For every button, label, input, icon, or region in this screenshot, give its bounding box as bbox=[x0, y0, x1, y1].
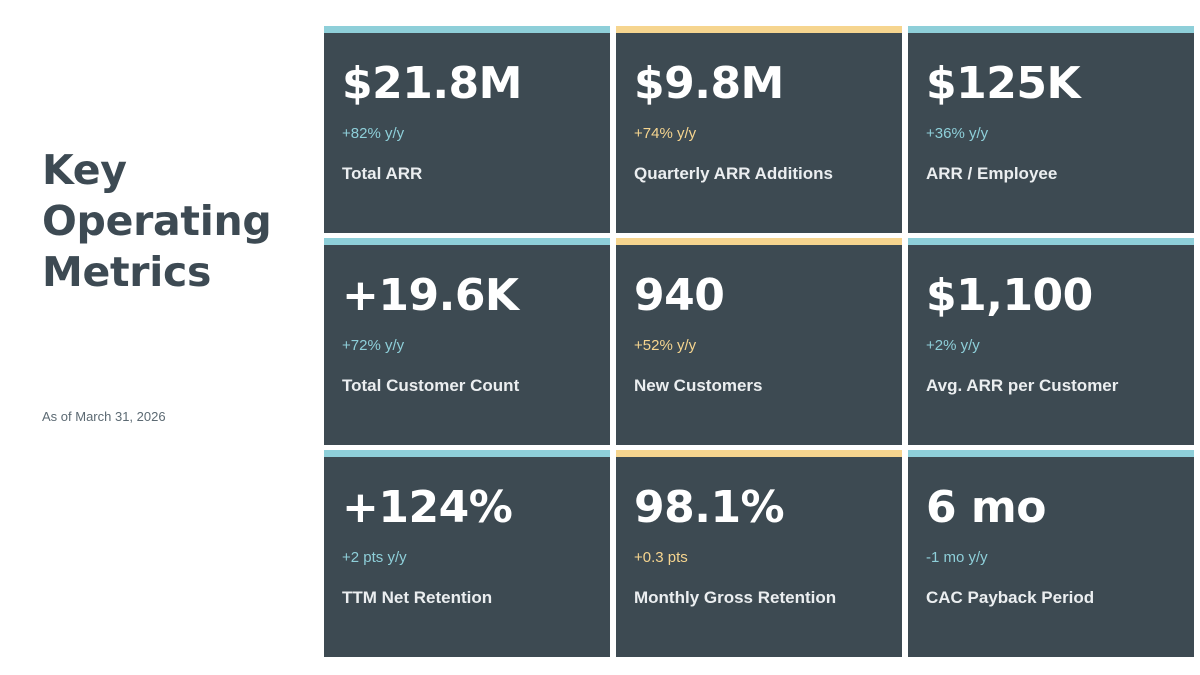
metric-card-monthly-gross-retention: 98.1% +0.3 pts Monthly Gross Retention bbox=[616, 450, 902, 657]
metric-card-new-customers: 940 +52% y/y New Customers bbox=[616, 238, 902, 445]
metric-label: CAC Payback Period bbox=[926, 588, 1095, 607]
metric-label: TTM Net Retention bbox=[342, 588, 493, 607]
metric-value: $125K bbox=[926, 58, 1081, 109]
metric-card-total-customer-count: +19.6K +72% y/y Total Customer Count bbox=[324, 238, 610, 445]
page-title-line: Operating bbox=[42, 197, 272, 245]
metric-value: 940 bbox=[634, 270, 725, 321]
metric-delta: +0.3 pts bbox=[634, 549, 688, 566]
metric-delta: +52% y/y bbox=[634, 337, 697, 354]
metric-value: $9.8M bbox=[634, 58, 784, 109]
metric-delta: +82% y/y bbox=[342, 125, 405, 142]
as-of-date: As of March 31, 2026 bbox=[42, 409, 166, 424]
metric-delta: -1 mo y/y bbox=[926, 549, 988, 566]
metric-card-arr-per-employee: $125K +36% y/y ARR / Employee bbox=[908, 26, 1194, 233]
page-title-line: Metrics bbox=[42, 248, 212, 296]
metric-label: ARR / Employee bbox=[926, 164, 1058, 183]
metric-delta: +2% y/y bbox=[926, 337, 980, 354]
metric-label: Total ARR bbox=[342, 164, 423, 183]
metric-label: Avg. ARR per Customer bbox=[926, 376, 1119, 395]
metric-value: +124% bbox=[342, 482, 513, 533]
metric-card-quarterly-arr-additions: $9.8M +74% y/y Quarterly ARR Additions bbox=[616, 26, 902, 233]
metric-label: Quarterly ARR Additions bbox=[634, 164, 833, 183]
metric-card-total-arr: $21.8M +82% y/y Total ARR bbox=[324, 26, 610, 233]
metric-card-ttm-net-retention: +124% +2 pts y/y TTM Net Retention bbox=[324, 450, 610, 657]
metric-card-avg-arr-per-customer: $1,100 +2% y/y Avg. ARR per Customer bbox=[908, 238, 1194, 445]
metric-card-cac-payback-period: 6 mo -1 mo y/y CAC Payback Period bbox=[908, 450, 1194, 657]
metric-value: 6 mo bbox=[926, 482, 1047, 533]
metric-label: Total Customer Count bbox=[342, 376, 520, 395]
metric-delta: +2 pts y/y bbox=[342, 549, 407, 566]
page-title: Key Operating Metrics bbox=[42, 145, 302, 298]
metric-value: 98.1% bbox=[634, 482, 785, 533]
metric-value: $21.8M bbox=[342, 58, 522, 109]
metric-label: Monthly Gross Retention bbox=[634, 588, 837, 607]
metric-label: New Customers bbox=[634, 376, 763, 395]
metric-delta: +36% y/y bbox=[926, 125, 989, 142]
metrics-grid: $21.8M +82% y/y Total ARR $9.8M +74% y/y… bbox=[324, 26, 1194, 658]
metric-delta: +72% y/y bbox=[342, 337, 405, 354]
page-title-line: Key bbox=[42, 146, 127, 194]
metric-delta: +74% y/y bbox=[634, 125, 697, 142]
title-panel: Key Operating Metrics bbox=[42, 145, 302, 298]
metric-value: +19.6K bbox=[342, 270, 519, 321]
metric-value: $1,100 bbox=[926, 270, 1093, 321]
